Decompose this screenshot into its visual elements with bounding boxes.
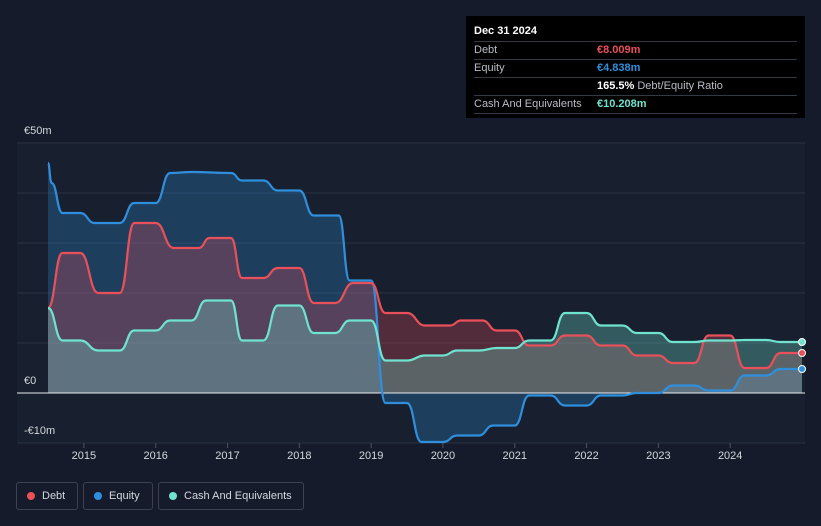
legend-label: Cash And Equivalents: [184, 490, 292, 502]
x-tick-label: 2023: [646, 450, 671, 462]
tooltip-panel: Dec 31 2024 Debt €8.009m Equity €4.838m …: [466, 16, 805, 118]
tooltip-label: Cash And Equivalents: [474, 98, 582, 110]
debt-end-marker: [798, 349, 806, 357]
x-tick-label: 2021: [502, 450, 527, 462]
tooltip-value: €8.009m: [597, 44, 641, 56]
equity-end-marker: [798, 365, 806, 373]
tooltip-label: [474, 78, 597, 95]
debt-line: [46, 221, 802, 370]
cash-dot-icon: [169, 492, 177, 500]
tooltip-label: Equity: [474, 62, 505, 74]
equity-line: [46, 161, 802, 444]
equity-area: [48, 163, 802, 442]
cash-line: [47, 299, 802, 362]
tooltip-value: €10.208m: [597, 98, 647, 110]
y-tick-label: -€10m: [24, 425, 56, 437]
tooltip-value: €4.838m: [597, 62, 641, 74]
tooltip-row-cash: Cash And Equivalents €10.208m: [474, 96, 797, 114]
x-tick-label: 2022: [574, 450, 599, 462]
legend-item-equity[interactable]: Equity: [83, 482, 153, 510]
x-tick-label: 2016: [143, 450, 168, 462]
tooltip-row-ratio: 165.5% Debt/Equity Ratio: [474, 78, 797, 96]
tooltip-suffix: Debt/Equity Ratio: [637, 80, 723, 92]
tooltip-label: Debt: [474, 44, 498, 56]
legend-item-cash[interactable]: Cash And Equivalents: [158, 482, 304, 510]
legend-label: Debt: [42, 490, 66, 502]
cash-end-marker: [798, 338, 806, 346]
legend-item-debt[interactable]: Debt: [16, 482, 78, 510]
y-tick-label: €50m: [24, 125, 52, 137]
legend-label: Equity: [109, 490, 140, 502]
x-tick-label: 2024: [717, 450, 743, 462]
tooltip-value: 165.5%: [597, 80, 635, 92]
y-tick-label: €0: [24, 375, 37, 387]
x-tick-label: 2020: [430, 450, 456, 462]
tooltip-row-equity: Equity €4.838m: [474, 60, 797, 78]
x-tick-label: 2019: [358, 450, 384, 462]
debt-dot-icon: [27, 492, 35, 500]
x-tick-label: 2015: [71, 450, 97, 462]
x-tick-label: 2018: [287, 450, 312, 462]
tooltip-row-debt: Debt €8.009m: [474, 42, 797, 60]
equity-dot-icon: [94, 492, 102, 500]
tooltip-date: Dec 31 2024: [474, 23, 797, 42]
x-tick-label: 2017: [215, 450, 240, 462]
